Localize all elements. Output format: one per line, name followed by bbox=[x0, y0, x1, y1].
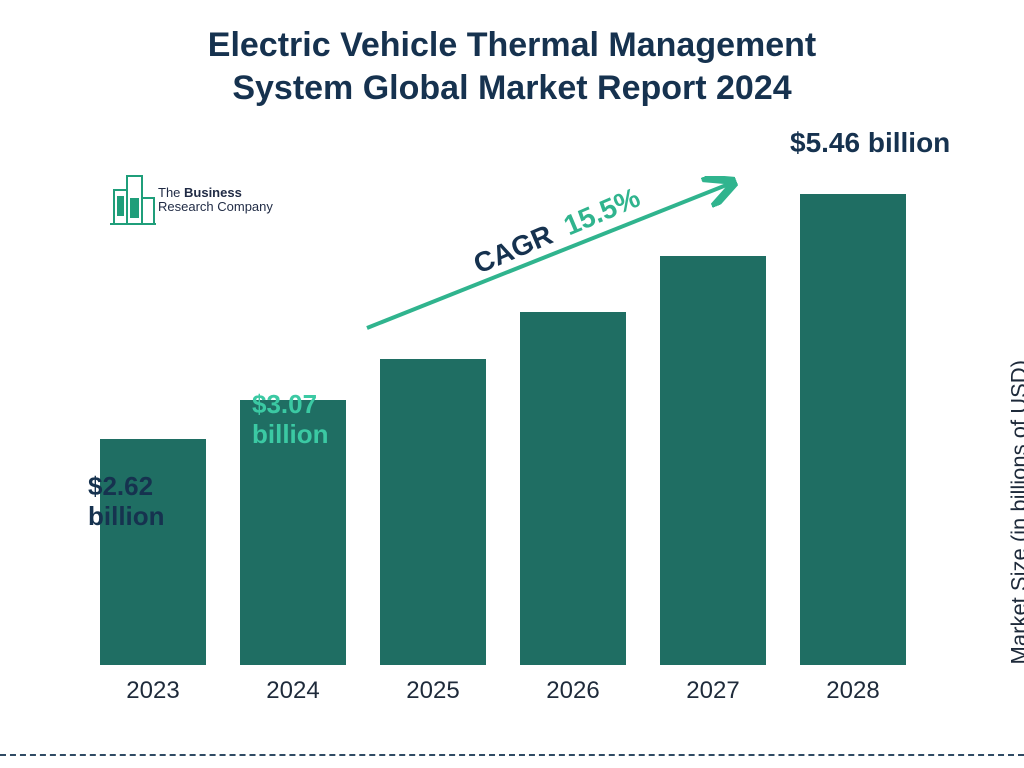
x-axis-tick-label: 2028 bbox=[800, 677, 906, 705]
value-label-2024: $3.07 billion bbox=[252, 390, 329, 450]
value-label-2023: $2.62 billion bbox=[88, 472, 165, 532]
bar-wrap bbox=[800, 194, 906, 665]
bar-wrap bbox=[380, 359, 486, 665]
y-axis-label: Market Size (in billions of USD) bbox=[1006, 360, 1024, 664]
bar-wrap bbox=[660, 256, 766, 665]
value-label-2024-amt: $3.07 bbox=[252, 389, 317, 419]
value-label-2023-amt: $2.62 bbox=[88, 471, 153, 501]
bar bbox=[380, 359, 486, 665]
x-axis-tick-label: 2024 bbox=[240, 677, 346, 705]
chart-title: Electric Vehicle Thermal Management Syst… bbox=[0, 24, 1024, 109]
value-label-2023-unit: billion bbox=[88, 501, 165, 531]
bars-group bbox=[80, 165, 950, 665]
x-axis-tick-label: 2023 bbox=[100, 677, 206, 705]
bar bbox=[660, 256, 766, 665]
x-axis-tick-label: 2026 bbox=[520, 677, 626, 705]
value-label-2028: $5.46 billion bbox=[790, 127, 950, 159]
chart-area: 2023 2024 2025 2026 2027 2028 bbox=[80, 165, 950, 705]
bar bbox=[520, 312, 626, 665]
bar bbox=[800, 194, 906, 665]
footer-dashed-line bbox=[0, 754, 1024, 756]
x-axis-labels: 2023 2024 2025 2026 2027 2028 bbox=[80, 677, 950, 705]
bar-wrap bbox=[520, 312, 626, 665]
x-axis-tick-label: 2025 bbox=[380, 677, 486, 705]
title-line2: System Global Market Report 2024 bbox=[232, 69, 791, 107]
chart-container: Electric Vehicle Thermal Management Syst… bbox=[0, 0, 1024, 768]
x-axis-tick-label: 2027 bbox=[660, 677, 766, 705]
title-line1: Electric Vehicle Thermal Management bbox=[208, 26, 816, 64]
value-label-2024-unit: billion bbox=[252, 419, 329, 449]
